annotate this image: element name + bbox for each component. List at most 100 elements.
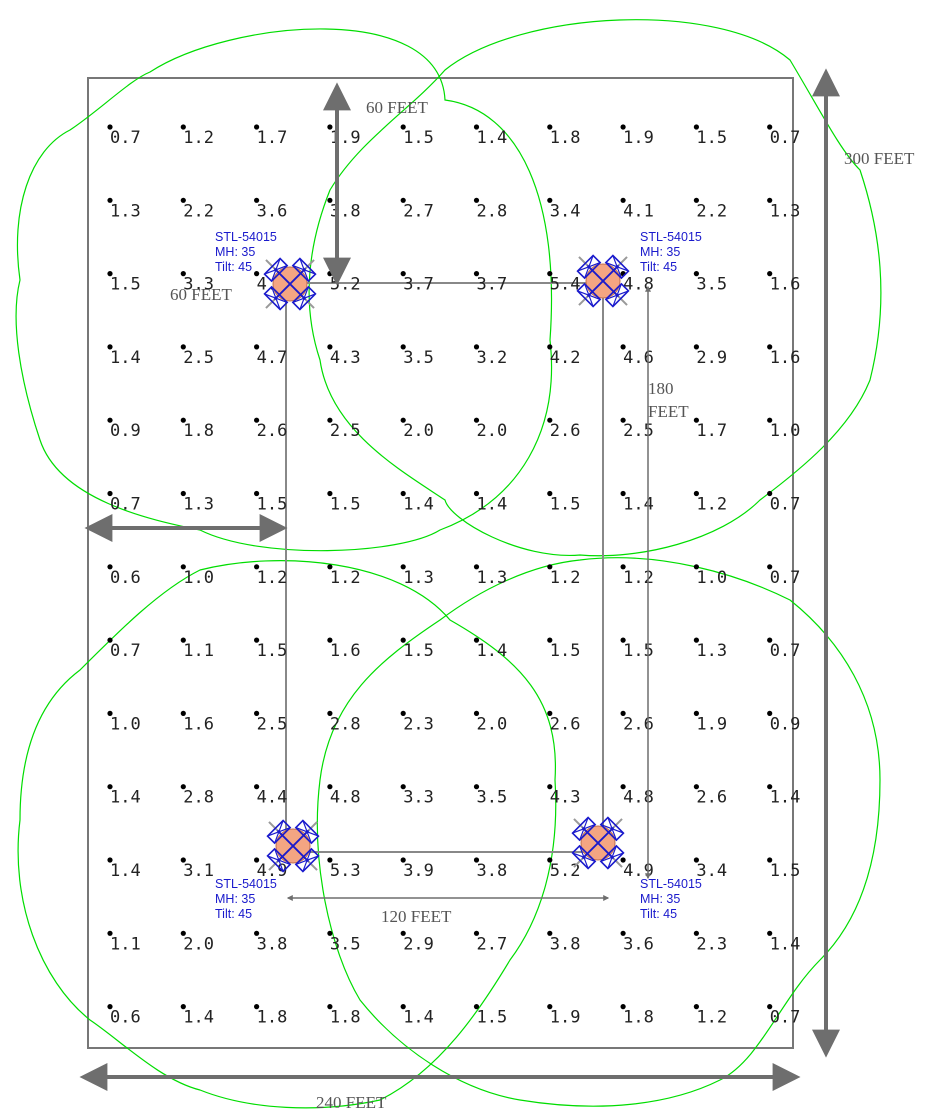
grid-point-value: 2.3 bbox=[403, 714, 434, 734]
grid-point-value: 1.5 bbox=[550, 495, 581, 515]
grid-point: 2.0 bbox=[473, 417, 507, 441]
grid-point-value: 1.9 bbox=[623, 128, 654, 148]
grid-point: 1.2 bbox=[693, 490, 727, 515]
grid-point-marker bbox=[254, 124, 260, 130]
grid-point: 1.5 bbox=[400, 124, 434, 148]
grid-point-value: 1.8 bbox=[330, 1008, 361, 1028]
grid-point-marker bbox=[473, 417, 480, 423]
grid-point-marker bbox=[767, 857, 773, 863]
grid-point: 1.5 bbox=[254, 637, 287, 661]
grid-point-value: 1.5 bbox=[696, 128, 727, 148]
grid-point-value: 1.7 bbox=[257, 128, 288, 148]
pole-fixture[interactable] bbox=[263, 257, 317, 311]
grid-point: 1.5 bbox=[620, 637, 654, 661]
fixture-model: STL-54015 bbox=[215, 230, 277, 244]
grid-point-value: 1.8 bbox=[550, 128, 581, 148]
grid-point-marker bbox=[254, 857, 260, 863]
grid-point: 2.9 bbox=[400, 930, 434, 954]
grid-point-marker bbox=[180, 930, 186, 936]
grid-point: 1.5 bbox=[767, 857, 800, 881]
grid-point-value: 0.7 bbox=[770, 495, 801, 515]
grid-point: 3.8 bbox=[327, 197, 361, 221]
grid-point-value: 4.3 bbox=[550, 788, 581, 808]
contour-top-left bbox=[15, 28, 553, 552]
grid-point-marker bbox=[473, 564, 480, 570]
grid-point-marker bbox=[693, 344, 700, 350]
grid-point-marker bbox=[254, 197, 260, 203]
grid-point-marker bbox=[767, 197, 773, 203]
fixture-mounting-height: MH: 35 bbox=[640, 245, 680, 259]
grid-point-marker bbox=[767, 710, 773, 717]
grid-point-marker bbox=[547, 417, 553, 423]
grid-point-value: 2.8 bbox=[477, 201, 508, 221]
grid-point-value: 0.7 bbox=[770, 1008, 801, 1028]
grid-point: 1.5 bbox=[547, 490, 581, 515]
grid-point-value: 1.4 bbox=[110, 788, 141, 808]
grid-point: 0.9 bbox=[767, 710, 800, 734]
grid-point-marker bbox=[400, 710, 406, 717]
grid-point: 2.6 bbox=[620, 710, 654, 734]
grid-point: 3.7 bbox=[473, 271, 507, 295]
fixture-tilt: Tilt: 45 bbox=[215, 260, 252, 274]
grid-point-marker bbox=[473, 930, 480, 936]
grid-point: 1.3 bbox=[473, 564, 507, 588]
grid-point-value: 0.9 bbox=[110, 421, 141, 441]
grid-point-value: 2.7 bbox=[403, 201, 434, 221]
grid-point: 1.6 bbox=[767, 271, 800, 295]
grid-point-marker bbox=[327, 930, 333, 936]
grid-point: 2.6 bbox=[547, 417, 581, 441]
grid-point-value: 1.1 bbox=[110, 934, 141, 954]
grid-point: 3.6 bbox=[620, 930, 654, 954]
grid-point: 1.8 bbox=[327, 1004, 361, 1028]
grid-point-marker bbox=[693, 710, 700, 717]
grid-point: 0.7 bbox=[767, 637, 800, 661]
grid-point-marker bbox=[327, 490, 333, 497]
grid-point-marker bbox=[180, 564, 186, 570]
grid-point-value: 3.3 bbox=[403, 788, 434, 808]
fixture-label-bottom-right: STL-54015 MH: 35 Tilt: 45 bbox=[640, 877, 702, 921]
grid-point-marker bbox=[254, 271, 260, 277]
grid-point-marker bbox=[254, 417, 260, 423]
grid-point-value: 1.4 bbox=[183, 1008, 214, 1028]
pole-fixture[interactable] bbox=[266, 819, 320, 873]
grid-point-value: 3.8 bbox=[550, 934, 581, 954]
grid-point-value: 3.9 bbox=[403, 861, 434, 881]
grid-point: 1.8 bbox=[180, 417, 214, 441]
pole-spacing-y-label-1: 180 bbox=[648, 379, 674, 398]
grid-point: 3.9 bbox=[400, 857, 434, 881]
grid-point: 4.8 bbox=[327, 784, 361, 808]
grid-point-value: 4.8 bbox=[623, 788, 654, 808]
contour-top-right bbox=[308, 19, 882, 557]
grid-point-marker bbox=[767, 344, 773, 350]
grid-point-value: 2.6 bbox=[550, 714, 581, 734]
grid-point-marker bbox=[254, 490, 260, 497]
grid-point: 2.8 bbox=[180, 784, 214, 808]
grid-point-value: 2.6 bbox=[696, 788, 727, 808]
grid-point: 1.3 bbox=[400, 564, 434, 588]
grid-point: 2.5 bbox=[180, 344, 214, 368]
pole-fixture[interactable] bbox=[571, 816, 625, 870]
grid-point: 0.6 bbox=[107, 564, 141, 588]
grid-point: 4.2 bbox=[547, 344, 581, 368]
grid-point: 1.2 bbox=[327, 564, 361, 588]
fixture-label-top-right: STL-54015 MH: 35 Tilt: 45 bbox=[640, 230, 702, 274]
grid-point-marker bbox=[693, 857, 700, 863]
grid-point-marker bbox=[767, 930, 773, 936]
grid-point: 2.3 bbox=[400, 710, 434, 734]
grid-point-value: 1.0 bbox=[183, 568, 214, 588]
grid-point-marker bbox=[107, 417, 113, 423]
grid-point: 1.0 bbox=[180, 564, 214, 588]
grid-point-marker bbox=[767, 784, 773, 790]
grid-point: 1.4 bbox=[107, 784, 141, 808]
grid-point-value: 1.4 bbox=[477, 128, 508, 148]
pole-fixture[interactable] bbox=[576, 254, 630, 308]
grid-point: 4.3 bbox=[327, 344, 361, 368]
grid-point-marker bbox=[400, 784, 406, 790]
grid-point-value: 5.2 bbox=[330, 275, 361, 295]
grid-point-value: 1.2 bbox=[623, 568, 654, 588]
grid-point: 3.5 bbox=[400, 344, 434, 368]
grid-point-marker bbox=[180, 124, 186, 130]
grid-point-marker bbox=[620, 1004, 626, 1010]
grid-point-value: 0.6 bbox=[110, 568, 141, 588]
grid-point: 2.8 bbox=[327, 710, 361, 734]
